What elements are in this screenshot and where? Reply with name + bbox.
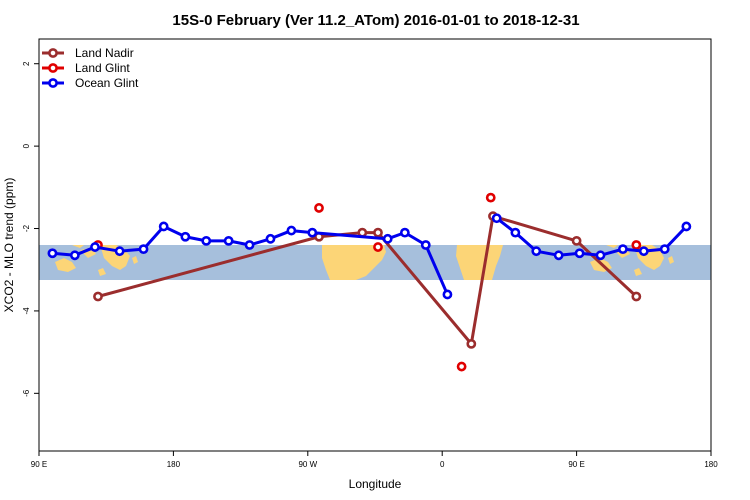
y-axis-label: XCO2 - MLO trend (ppm) (2, 178, 16, 313)
series-ocean-glint (47, 213, 692, 300)
y-tick-label: -4 (22, 307, 31, 315)
ocean-glint-point (223, 235, 234, 246)
ocean-glint-line (495, 217, 688, 257)
y-tick-label: -6 (22, 389, 31, 397)
ocean-glint-point (180, 231, 191, 242)
y-tick-label: 0 (22, 143, 31, 148)
ocean-glint-point (286, 225, 297, 236)
land-africa (456, 245, 503, 280)
land-glint-point (314, 203, 324, 213)
ocean-glint-point (531, 246, 542, 257)
ocean-glint-point (307, 227, 318, 238)
ocean-glint-point (617, 244, 628, 255)
legend-label: Land Glint (75, 61, 130, 75)
chart-title: 15S-0 February (Ver 11.2_ATom) 2016-01-0… (172, 12, 579, 29)
legend-item-ocean-glint: Ocean Glint (42, 76, 139, 90)
x-tick-label: 90 W (298, 460, 317, 469)
legend-marker (48, 48, 58, 58)
x-tick-label: 90 E (568, 460, 584, 469)
land-glint-point (373, 242, 383, 252)
land-nadir-point (466, 338, 477, 349)
legend-marker (48, 78, 58, 88)
ocean-glint-point (158, 221, 169, 232)
ocean-glint-point (659, 244, 670, 255)
ocean-glint-point (681, 221, 692, 232)
ocean-glint-point (442, 289, 453, 300)
x-tick-label: 0 (440, 460, 445, 469)
ocean-glint-point (244, 240, 255, 250)
series-layer (47, 192, 692, 372)
legend-label: Ocean Glint (75, 76, 139, 90)
x-tick-label: 90 E (31, 460, 47, 469)
ocean-glint-point (90, 242, 100, 252)
ocean-glint-point (510, 227, 521, 238)
y-tick-label: -2 (22, 224, 31, 232)
ocean-glint-point (201, 235, 212, 246)
legend-label: Land Nadir (75, 46, 134, 60)
ocean-glint-point (595, 250, 606, 261)
land-south-america (322, 245, 386, 280)
land-islands-right (634, 256, 674, 276)
ocean-glint-point (574, 248, 585, 259)
ocean-glint-point (382, 233, 393, 244)
ocean-glint-point (491, 213, 502, 224)
ocean-glint-point (114, 246, 125, 257)
legend-item-land-glint: Land Glint (42, 61, 130, 75)
land-islands-left (98, 256, 138, 276)
plot-frame (38, 38, 712, 452)
land-glint-point (485, 192, 496, 203)
y-tick-label: 2 (22, 61, 31, 66)
land-glint-point (631, 240, 642, 250)
land-nadir-line (97, 214, 638, 346)
land-nadir-point (93, 291, 103, 302)
ocean-glint-point (47, 248, 58, 259)
x-axis: 90 E 180 90 W 0 90 E 180 (31, 451, 718, 469)
legend-marker (48, 63, 58, 73)
ocean-glint-point (69, 250, 80, 261)
ocean-glint-point (265, 233, 276, 244)
land-glint-point (456, 361, 467, 372)
ocean-glint-point (420, 240, 431, 250)
series-land-glint (93, 192, 642, 372)
ocean-glint-point (138, 244, 149, 255)
x-axis-label: Longitude (349, 477, 402, 491)
ocean-glint-point (399, 227, 410, 238)
ocean-glint-point (553, 250, 564, 261)
land-nadir-point (631, 291, 642, 302)
x-tick-label: 180 (167, 460, 181, 469)
y-axis: 2 0 -2 -4 -6 (22, 61, 39, 397)
land-nadir-point (571, 235, 582, 246)
ocean-glint-point (638, 246, 649, 257)
legend-item-land-nadir: Land Nadir (42, 46, 134, 60)
land-nadir-point (373, 227, 383, 238)
x-tick-label: 180 (704, 460, 718, 469)
